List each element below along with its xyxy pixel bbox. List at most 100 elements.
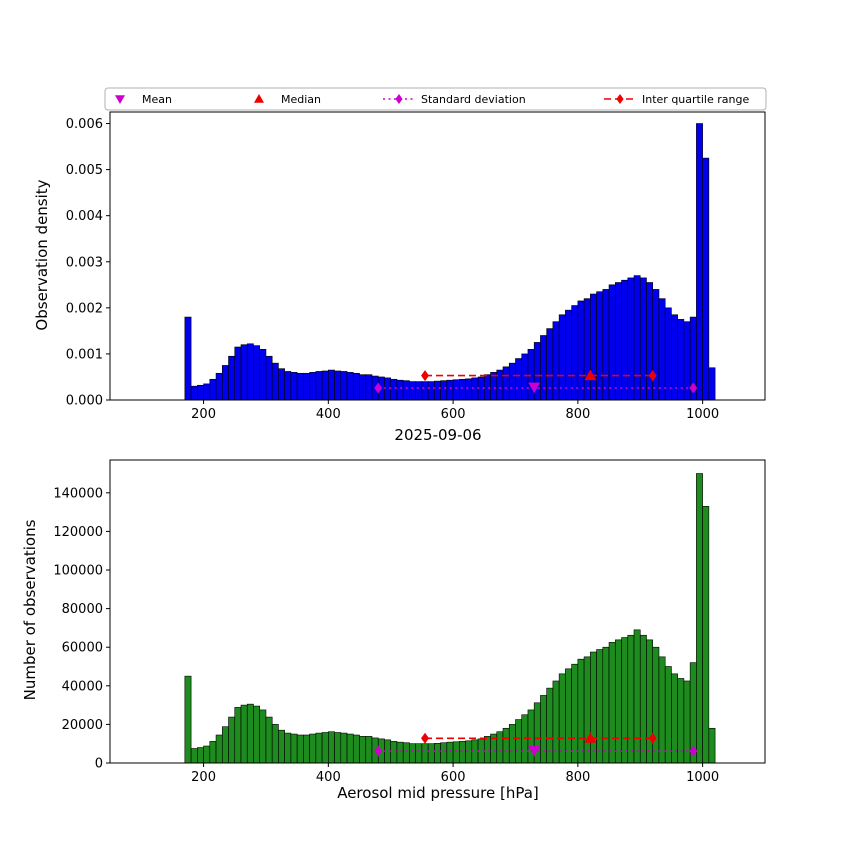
legend-marker (616, 94, 624, 104)
histogram-bar (296, 372, 304, 401)
histogram-bar (427, 381, 435, 401)
histogram-bar (427, 743, 435, 764)
y-tick-label: 0.005 (66, 163, 103, 178)
histogram-bar (321, 370, 329, 401)
histogram-bar (583, 298, 591, 401)
histogram-bar (346, 372, 354, 401)
legend-marker (395, 94, 403, 104)
std-range-diamond (374, 745, 383, 757)
y-axis-label-bottom: Number of observations (21, 519, 39, 701)
histogram-bar (527, 709, 535, 764)
top-histogram-spines (109, 111, 766, 401)
histogram-bar (664, 666, 672, 764)
y-tick-label: 60000 (62, 641, 103, 656)
histogram-bar (184, 675, 192, 764)
y-tick-label: 0.001 (66, 347, 103, 362)
histogram-bar (396, 379, 404, 401)
histogram-bar (265, 355, 273, 401)
histogram-bar (614, 639, 622, 764)
top-histogram-stat-markers (374, 369, 698, 394)
histogram-bar (696, 123, 703, 401)
histogram-bar (521, 353, 529, 401)
histogram-bar (565, 668, 572, 764)
histogram-bar (558, 673, 566, 764)
top-histogram: 200 400 600 800 1000 0.000 0.001 0.002 0.003 0.00… (66, 111, 766, 422)
histogram-bar (253, 705, 261, 764)
histogram-bar (590, 651, 597, 764)
histogram-bar (708, 367, 716, 401)
histogram-bar (633, 275, 641, 401)
histogram-bar (309, 733, 317, 764)
histogram-bar (359, 736, 367, 764)
histogram-bar (290, 372, 298, 401)
histogram-bar (646, 639, 654, 764)
histogram-bar (627, 634, 635, 764)
histogram-bar (234, 707, 242, 764)
iqr-range-diamond (421, 732, 429, 744)
histogram-bar (627, 277, 635, 401)
histogram-bar (633, 629, 641, 764)
histogram-bar (197, 747, 204, 764)
y-tick-label: 0.003 (66, 255, 103, 270)
mean-marker (528, 382, 541, 394)
histogram-bar (515, 358, 523, 401)
histogram-bar (502, 727, 510, 764)
histogram-bar (577, 658, 585, 764)
legend-marker (115, 95, 125, 104)
histogram-bar (702, 157, 710, 401)
histogram-bar (215, 372, 223, 401)
histogram-bar (246, 703, 254, 764)
histogram-bar (221, 726, 229, 764)
histogram-bar (365, 736, 373, 764)
histogram-bar (671, 673, 678, 764)
x-tick-label: 400 (316, 770, 341, 785)
histogram-bar (184, 316, 192, 401)
legend-label: Mean (142, 93, 172, 106)
x-tick-label: 800 (565, 770, 590, 785)
histogram-bar (340, 732, 348, 764)
histogram-bar (508, 724, 516, 764)
histogram-bar (415, 743, 423, 764)
histogram-bar (434, 743, 441, 764)
histogram-bar (696, 473, 703, 764)
median-marker (584, 732, 597, 743)
histogram-bar (390, 378, 398, 401)
histogram-bar (240, 344, 248, 401)
figure-title: 2025-09-06 (394, 426, 482, 444)
histogram-bar (328, 369, 335, 401)
histogram-bar (315, 371, 323, 401)
histogram-bar (259, 709, 267, 764)
histogram-bar (596, 649, 604, 764)
histogram-bar (583, 656, 591, 764)
x-tick-label: 200 (191, 407, 216, 422)
iqr-range-diamond (648, 732, 657, 744)
histogram-bar (608, 642, 616, 764)
histogram-bar (278, 729, 285, 764)
histogram-bar (502, 366, 510, 401)
x-tick-label: 600 (441, 407, 466, 422)
histogram-bar (621, 637, 629, 764)
histogram-bar (565, 309, 572, 401)
histogram-bar (246, 343, 254, 401)
median-marker (584, 369, 597, 381)
histogram-bar (221, 365, 229, 401)
histogram-bar (446, 741, 454, 764)
y-tick-label: 0.000 (66, 394, 103, 409)
histogram-bar (321, 732, 329, 764)
std-range-diamond (374, 382, 383, 394)
histogram-bar (228, 716, 236, 764)
bottom-histogram-bars (184, 473, 716, 764)
histogram-bar (190, 748, 198, 764)
histogram-bar (359, 374, 367, 401)
histogram-bar (402, 742, 410, 764)
histogram-bar (340, 371, 348, 401)
histogram-bar (602, 646, 610, 764)
histogram-bar (309, 372, 317, 401)
y-tick-label: 120000 (53, 525, 103, 540)
histogram-bar (296, 734, 304, 764)
histogram-bar (708, 727, 716, 764)
histogram-bar (608, 284, 616, 401)
top-histogram-bars (184, 123, 716, 401)
